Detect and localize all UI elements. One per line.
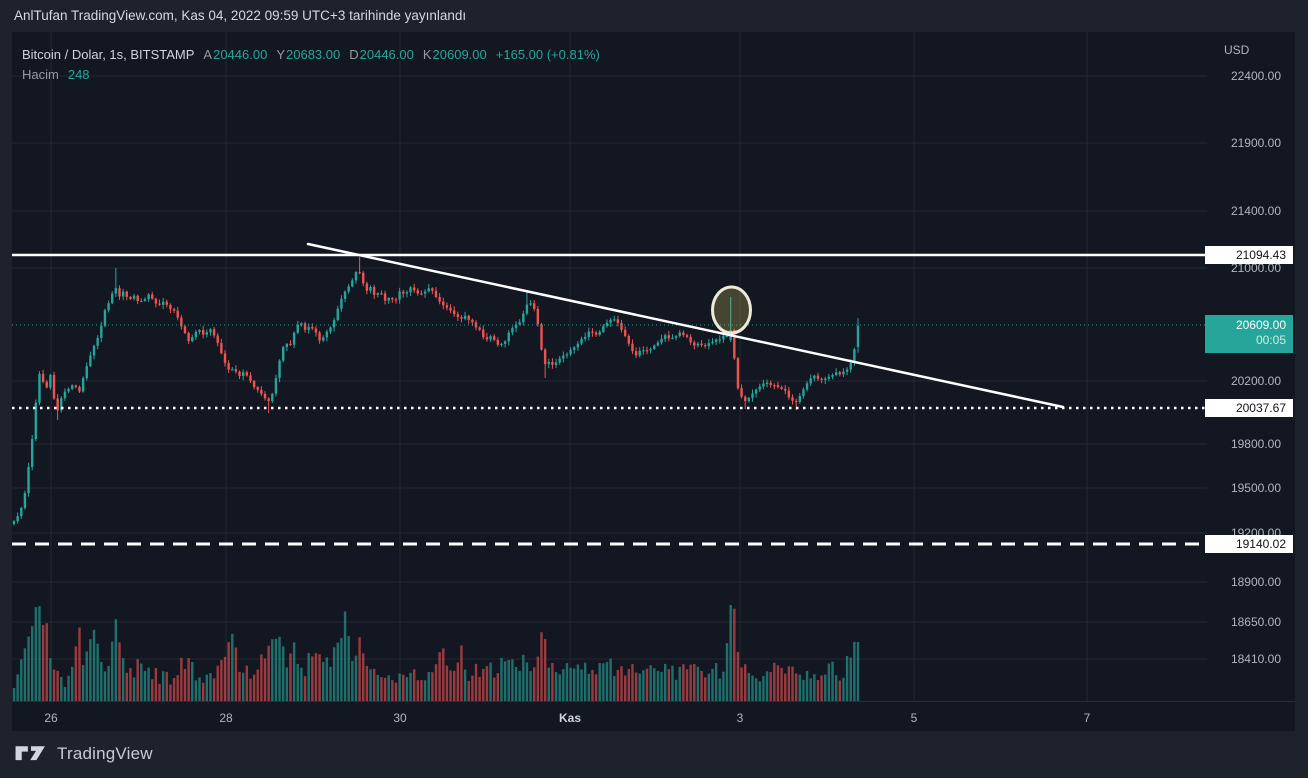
open-value: A 20446.00 — [203, 46, 268, 62]
attribution-bar: AnlTufan TradingView.com, Kas 04, 2022 0… — [0, 0, 1308, 32]
time-scale[interactable]: 26 28 30 Kas 3 5 7 — [44, 711, 1090, 725]
symbol-title: Bitcoin / Dolar, 1s, BITSTAMP — [22, 46, 195, 62]
last-price-label: 20609.00 00:05 — [1205, 315, 1293, 353]
tradingview-logo-icon — [15, 746, 45, 761]
volume-value: 248 — [67, 66, 90, 82]
price-tick-20200.00: 20200.00 — [1231, 374, 1281, 388]
price-tick-18650.00: 18650.00 — [1231, 615, 1281, 629]
chart-pane[interactable]: USD 22400.00 21900.00 21400.00 21000.00 20200… — [12, 32, 1295, 731]
volume-label: Hacim — [22, 66, 59, 82]
price-tick-18900.00: 18900.00 — [1231, 575, 1281, 589]
bottom-bar: TradingView — [0, 731, 1308, 778]
price-tick-21000.00: 21000.00 — [1231, 261, 1281, 275]
close-value: K 20609.00 — [422, 46, 487, 62]
descending-trendline[interactable] — [306, 242, 1065, 409]
price-tick-21900.00: 21900.00 — [1231, 136, 1281, 150]
currency-label: USD — [1224, 43, 1250, 57]
bar-countdown: 00:05 — [1255, 333, 1286, 347]
price-tick-21400.00: 21400.00 — [1231, 204, 1281, 218]
low-value: D 20446.00 — [349, 46, 414, 62]
price-tick-19500.00: 19500.00 — [1231, 481, 1281, 495]
volume-histogram — [12, 605, 860, 701]
price-scale[interactable]: USD 22400.00 21900.00 21400.00 21000.00 20200… — [1224, 43, 1281, 666]
legend-symbol-row: Bitcoin / Dolar, 1s, BITSTAMP A 20446.00 … — [22, 44, 600, 64]
price-label-resistance: 21094.43 — [1205, 246, 1293, 264]
price-chart-canvas[interactable]: USD 22400.00 21900.00 21400.00 21000.00 20200… — [12, 32, 1295, 731]
time-tick-26: 26 — [44, 711, 58, 725]
time-tick-30: 30 — [393, 711, 407, 725]
price-label-support-dashed: 19140.02 — [1205, 535, 1293, 553]
change-value: +165.00 (+0.81%) — [495, 46, 600, 62]
time-tick-3: 3 — [737, 711, 744, 725]
breakout-circle-annotation[interactable] — [711, 285, 752, 335]
legend-volume-row: Hacim 248 — [22, 64, 600, 84]
tradingview-logo[interactable]: TradingView — [14, 743, 153, 765]
time-tick-28: 28 — [219, 711, 233, 725]
price-tick-18410.00: 18410.00 — [1231, 652, 1281, 666]
price-level-lines — [12, 253, 1207, 546]
high-value: Y 20683.00 — [276, 46, 341, 62]
time-tick-5: 5 — [911, 711, 918, 725]
time-tick-7: 7 — [1084, 711, 1091, 725]
last-price-value: 20609.00 — [1235, 318, 1286, 332]
tradingview-logo-text: TradingView — [57, 744, 153, 763]
time-tick-Kas: Kas — [559, 711, 581, 725]
grid-lines — [12, 32, 1207, 701]
price-label-support-dotted: 20037.67 — [1205, 399, 1293, 417]
attribution-text: AnlTufan TradingView.com, Kas 04, 2022 0… — [14, 8, 467, 23]
price-tick-19800.00: 19800.00 — [1231, 437, 1281, 451]
price-tick-22400.00: 22400.00 — [1231, 69, 1281, 83]
chart-legend: Bitcoin / Dolar, 1s, BITSTAMP A 20446.00 … — [22, 44, 600, 84]
